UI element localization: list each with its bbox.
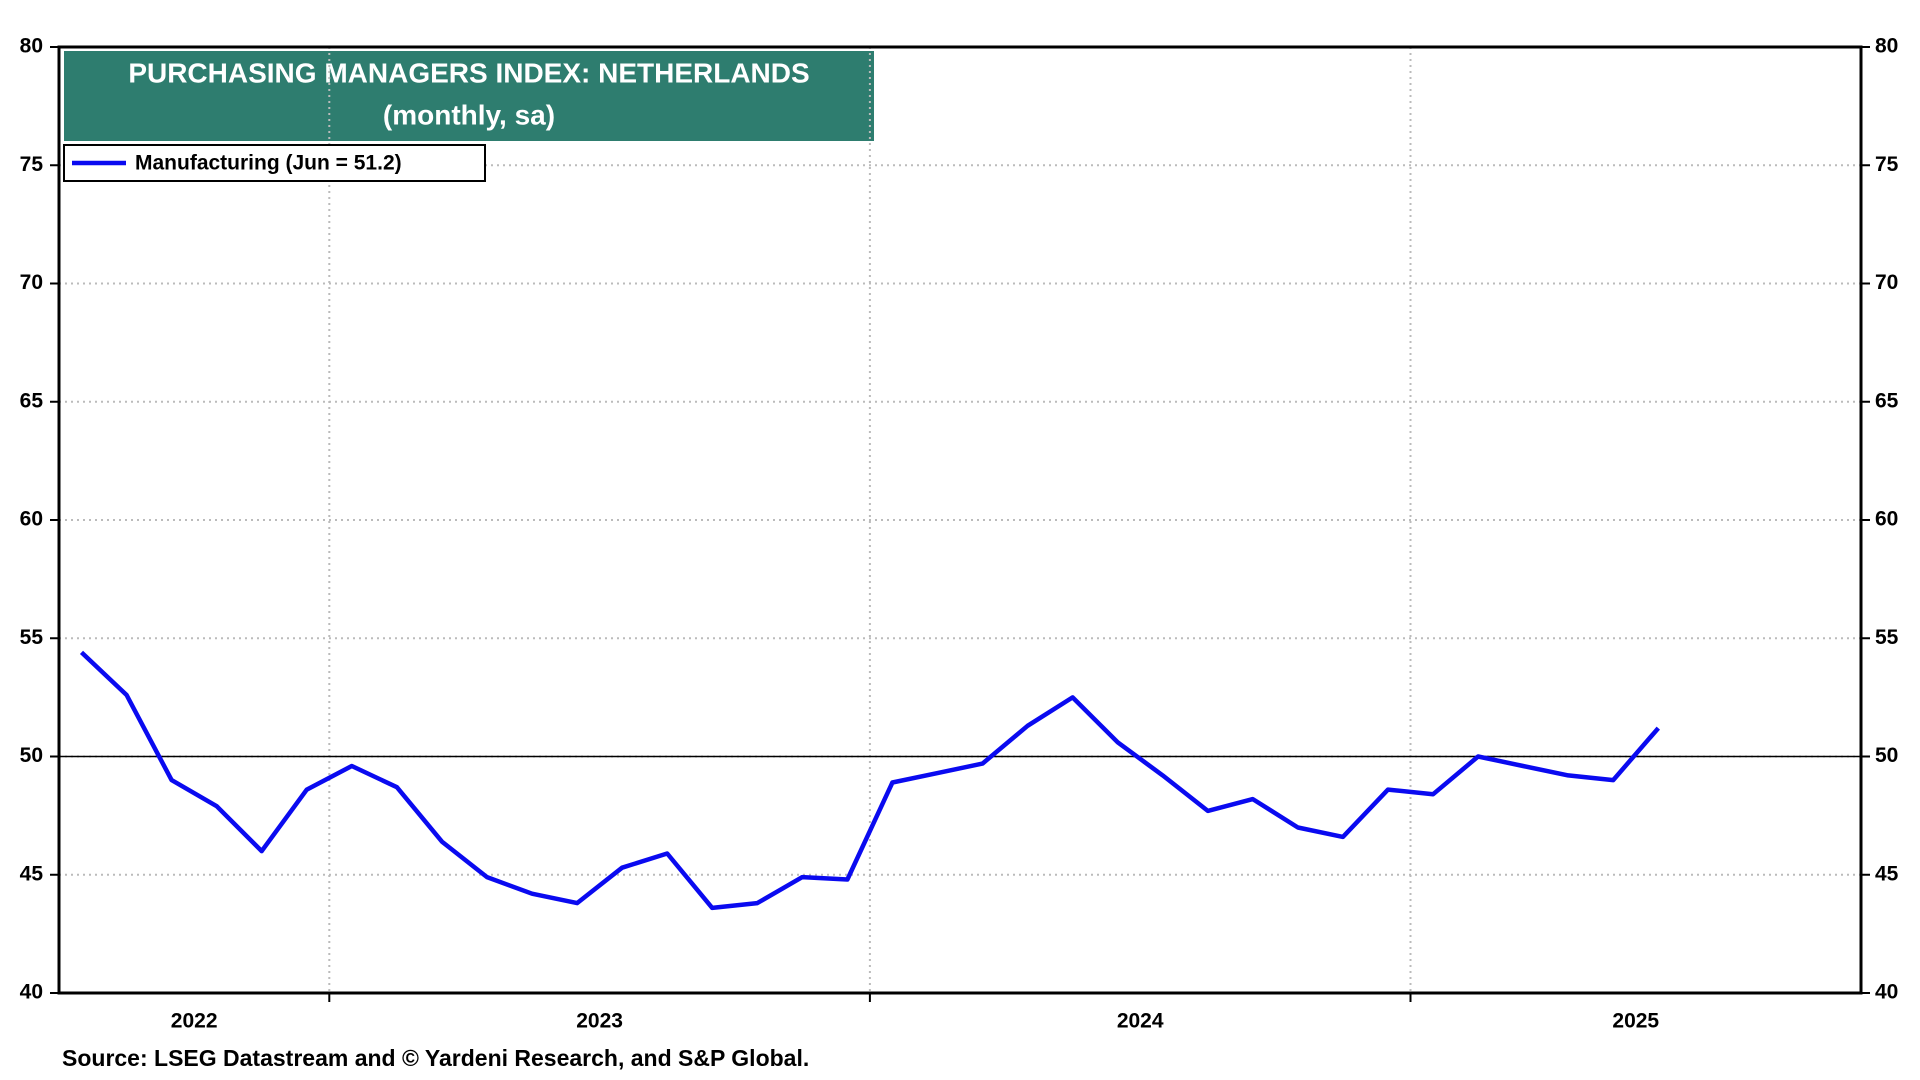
y-tick-label: 65 xyxy=(20,389,44,412)
y-tick-label: 70 xyxy=(20,271,43,294)
x-tick-label: 2025 xyxy=(1612,1010,1659,1033)
legend-label: Manufacturing (Jun = 51.2) xyxy=(135,152,402,175)
y2-tick-label: 45 xyxy=(1875,862,1899,885)
title-box xyxy=(64,51,874,141)
y2-tick-label: 40 xyxy=(1875,981,1898,1004)
y-tick-label: 40 xyxy=(20,981,43,1004)
y2-tick-label: 50 xyxy=(1875,744,1898,767)
x-tick-label: 2022 xyxy=(171,1010,218,1033)
plot-frame xyxy=(57,45,1863,995)
legend-box xyxy=(63,144,486,182)
chart-subtitle: (monthly, sa) xyxy=(383,99,555,130)
chart-title: PURCHASING MANAGERS INDEX: NETHERLANDS xyxy=(128,57,809,88)
y2-tick-label: 55 xyxy=(1875,626,1899,649)
y-tick-label: 45 xyxy=(20,862,44,885)
y-tick-label: 80 xyxy=(20,35,43,58)
y2-tick-label: 65 xyxy=(1875,389,1899,412)
y2-tick-label: 75 xyxy=(1875,153,1899,176)
x-tick-label: 2023 xyxy=(576,1010,623,1033)
y2-tick-label: 80 xyxy=(1875,35,1898,58)
x-tick-label: 2024 xyxy=(1117,1010,1164,1033)
y-tick-label: 60 xyxy=(20,508,43,531)
y2-tick-label: 60 xyxy=(1875,508,1898,531)
y-tick-label: 50 xyxy=(20,744,43,767)
source-note: Source: LSEG Datastream and © Yardeni Re… xyxy=(62,1045,809,1071)
y-tick-label: 75 xyxy=(20,153,44,176)
data-line xyxy=(79,650,1660,911)
y-tick-label: 55 xyxy=(20,626,44,649)
y2-tick-label: 70 xyxy=(1875,271,1898,294)
